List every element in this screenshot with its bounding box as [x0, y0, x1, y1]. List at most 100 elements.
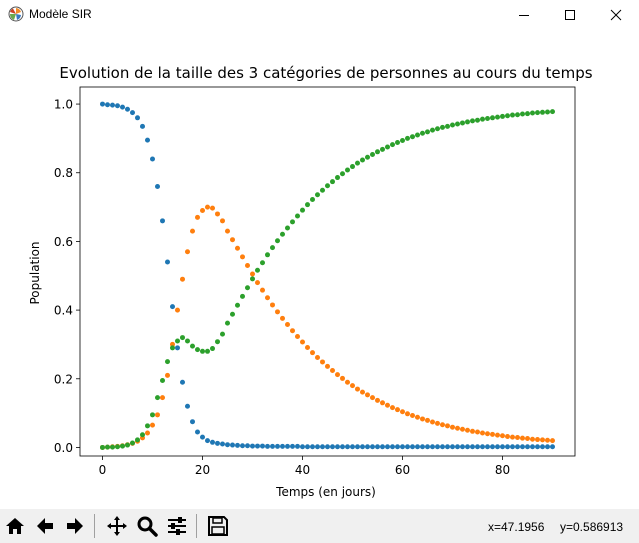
recovered-point	[365, 154, 370, 160]
recovered-point	[550, 109, 555, 115]
susceptible-point	[220, 441, 225, 447]
recovered-point	[495, 114, 500, 120]
recovered-point	[245, 285, 250, 291]
infected-point	[370, 395, 375, 401]
recovered-point	[280, 231, 285, 237]
figure-canvas[interactable]: Evolution de la taille des 3 catégories …	[0, 29, 639, 509]
recovered-point	[405, 135, 410, 141]
infected-point	[380, 400, 385, 406]
recovered-point	[185, 338, 190, 344]
x-coordinate-readout: x=47.1956	[488, 520, 545, 534]
infected-point	[415, 414, 420, 420]
susceptible-point	[430, 444, 435, 450]
forward-button[interactable]	[62, 513, 88, 539]
infected-point	[180, 276, 185, 282]
recovered-point	[140, 432, 145, 438]
recovered-point	[260, 260, 265, 266]
recovered-point	[310, 197, 315, 203]
susceptible-point	[310, 444, 315, 450]
x-tick-label: 40	[295, 463, 310, 477]
recovered-point	[180, 335, 185, 341]
infected-point	[220, 218, 225, 224]
infected-point	[350, 383, 355, 389]
recovered-point	[285, 225, 290, 231]
susceptible-point	[470, 444, 475, 450]
recovered-point	[200, 348, 205, 354]
back-button[interactable]	[32, 513, 58, 539]
recovered-point	[350, 164, 355, 170]
susceptible-point	[445, 444, 450, 450]
home-button[interactable]	[2, 513, 28, 539]
susceptible-point	[320, 444, 325, 450]
recovered-point	[115, 444, 120, 450]
recovered-point	[450, 122, 455, 128]
susceptible-point	[425, 444, 430, 450]
recovered-point	[195, 347, 200, 353]
configure-subplots-button[interactable]	[164, 513, 190, 539]
infected-point	[245, 262, 250, 268]
infected-point	[470, 428, 475, 434]
infected-point	[335, 372, 340, 378]
recovered-point	[525, 111, 530, 117]
recovered-point	[230, 311, 235, 317]
infected-point	[540, 437, 545, 443]
window-titlebar: Modèle SIR	[0, 0, 639, 29]
susceptible-point	[395, 444, 400, 450]
recovered-point	[325, 183, 330, 189]
susceptible-point	[185, 403, 190, 409]
recovered-point	[435, 126, 440, 132]
recovered-point	[470, 118, 475, 124]
x-axis-label: Temps (en jours)	[275, 485, 376, 499]
infected-point	[550, 438, 555, 444]
minimize-button[interactable]	[501, 0, 547, 29]
y-tick-label: 1.0	[54, 98, 73, 112]
x-tick-label: 80	[495, 463, 510, 477]
infected-point	[425, 417, 430, 423]
recovered-point	[475, 117, 480, 123]
susceptible-point	[415, 444, 420, 450]
infected-point	[200, 208, 205, 214]
infected-point	[295, 334, 300, 340]
infected-point	[455, 425, 460, 431]
infected-point	[500, 433, 505, 439]
recovered-point	[420, 130, 425, 136]
close-button[interactable]	[593, 0, 639, 29]
recovered-point	[105, 444, 110, 450]
recovered-point	[270, 245, 275, 251]
infected-point	[325, 363, 330, 369]
infected-point	[240, 254, 245, 260]
pan-icon	[107, 516, 127, 536]
susceptible-point	[325, 444, 330, 450]
recovered-point	[410, 134, 415, 140]
pan-button[interactable]	[104, 513, 130, 539]
infected-point	[355, 386, 360, 392]
recovered-point	[220, 331, 225, 337]
infected-point	[330, 368, 335, 374]
matplotlib-app-icon	[8, 6, 24, 22]
recovered-point	[515, 112, 520, 118]
susceptible-point	[450, 444, 455, 450]
infected-point	[275, 309, 280, 315]
infected-point	[255, 280, 260, 286]
recovered-point	[530, 110, 535, 116]
save-button[interactable]	[205, 513, 231, 539]
susceptible-point	[170, 304, 175, 310]
susceptible-point	[240, 443, 245, 449]
infected-point	[490, 431, 495, 437]
infected-point	[460, 426, 465, 432]
maximize-button[interactable]	[547, 0, 593, 29]
recovered-point	[165, 359, 170, 365]
recovered-point	[540, 109, 545, 115]
susceptible-point	[150, 156, 155, 162]
infected-point	[280, 315, 285, 321]
axes-spines	[79, 86, 576, 457]
recovered-point	[395, 140, 400, 146]
save-icon	[208, 516, 228, 536]
susceptible-point	[305, 444, 310, 450]
zoom-button[interactable]	[134, 513, 160, 539]
recovered-point	[275, 238, 280, 244]
susceptible-point	[105, 102, 110, 108]
susceptible-point	[525, 444, 530, 450]
recovered-point	[330, 179, 335, 185]
recovered-point	[210, 346, 215, 352]
